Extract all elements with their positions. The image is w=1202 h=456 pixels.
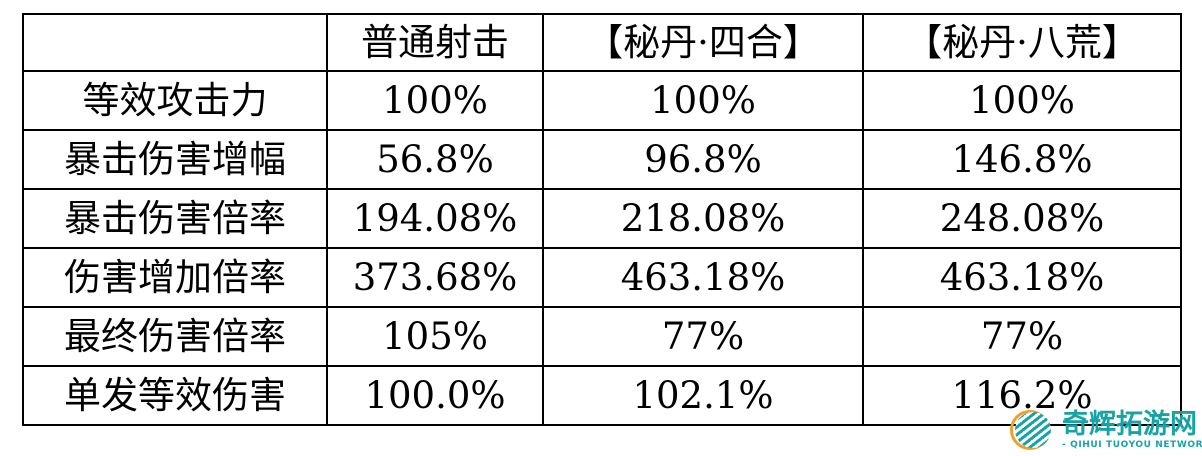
column-header-normal-shot: 普通射击 <box>326 13 544 72</box>
cell-value: 248.08% <box>862 188 1182 249</box>
table-row: 暴击伤害增幅 56.8% 96.8% 146.8% <box>22 129 1182 190</box>
cell-value: 100% <box>326 70 544 131</box>
column-header-midan-sihe: 【秘丹·四合】 <box>542 13 864 72</box>
damage-comparison-table-container: 普通射击 【秘丹·四合】 【秘丹·八荒】 等效攻击力 100% 100% 100… <box>22 13 1182 426</box>
cell-value: 100% <box>862 70 1182 131</box>
cell-value: 146.8% <box>862 129 1182 190</box>
table-row: 暴击伤害倍率 194.08% 218.08% 248.08% <box>22 188 1182 249</box>
cell-value: 218.08% <box>542 188 864 249</box>
cell-value: 77% <box>542 306 864 367</box>
column-header-label <box>22 13 328 72</box>
row-label: 等效攻击力 <box>22 70 328 131</box>
cell-value: 463.18% <box>542 247 864 308</box>
row-label: 伤害增加倍率 <box>22 247 328 308</box>
cell-value: 96.8% <box>542 129 864 190</box>
cell-value: 105% <box>326 306 544 367</box>
cell-value: 102.1% <box>542 365 864 426</box>
table-body: 等效攻击力 100% 100% 100% 暴击伤害增幅 56.8% 96.8% … <box>22 70 1182 426</box>
row-label: 暴击伤害增幅 <box>22 129 328 190</box>
table-header-row: 普通射击 【秘丹·四合】 【秘丹·八荒】 <box>22 13 1182 72</box>
row-label: 最终伤害倍率 <box>22 306 328 367</box>
table-row: 伤害增加倍率 373.68% 463.18% 463.18% <box>22 247 1182 308</box>
cell-value: 463.18% <box>862 247 1182 308</box>
row-label: 暴击伤害倍率 <box>22 188 328 249</box>
cell-value: 56.8% <box>326 129 544 190</box>
row-label: 单发等效伤害 <box>22 365 328 426</box>
watermark-subtitle: - QIHUI TUOYOU NETWORK - <box>1062 440 1202 451</box>
cell-value: 77% <box>862 306 1182 367</box>
damage-comparison-table: 普通射击 【秘丹·四合】 【秘丹·八荒】 等效攻击力 100% 100% 100… <box>22 13 1182 426</box>
table-header: 普通射击 【秘丹·四合】 【秘丹·八荒】 <box>22 13 1182 72</box>
table-row: 最终伤害倍率 105% 77% 77% <box>22 306 1182 367</box>
cell-value: 100.0% <box>326 365 544 426</box>
cell-value: 194.08% <box>326 188 544 249</box>
table-row: 等效攻击力 100% 100% 100% <box>22 70 1182 131</box>
cell-value: 100% <box>542 70 864 131</box>
cell-value: 373.68% <box>326 247 544 308</box>
table-row: 单发等效伤害 100.0% 102.1% 116.2% <box>22 365 1182 426</box>
column-header-midan-bahuang: 【秘丹·八荒】 <box>862 13 1182 72</box>
cell-value: 116.2% <box>862 365 1182 426</box>
